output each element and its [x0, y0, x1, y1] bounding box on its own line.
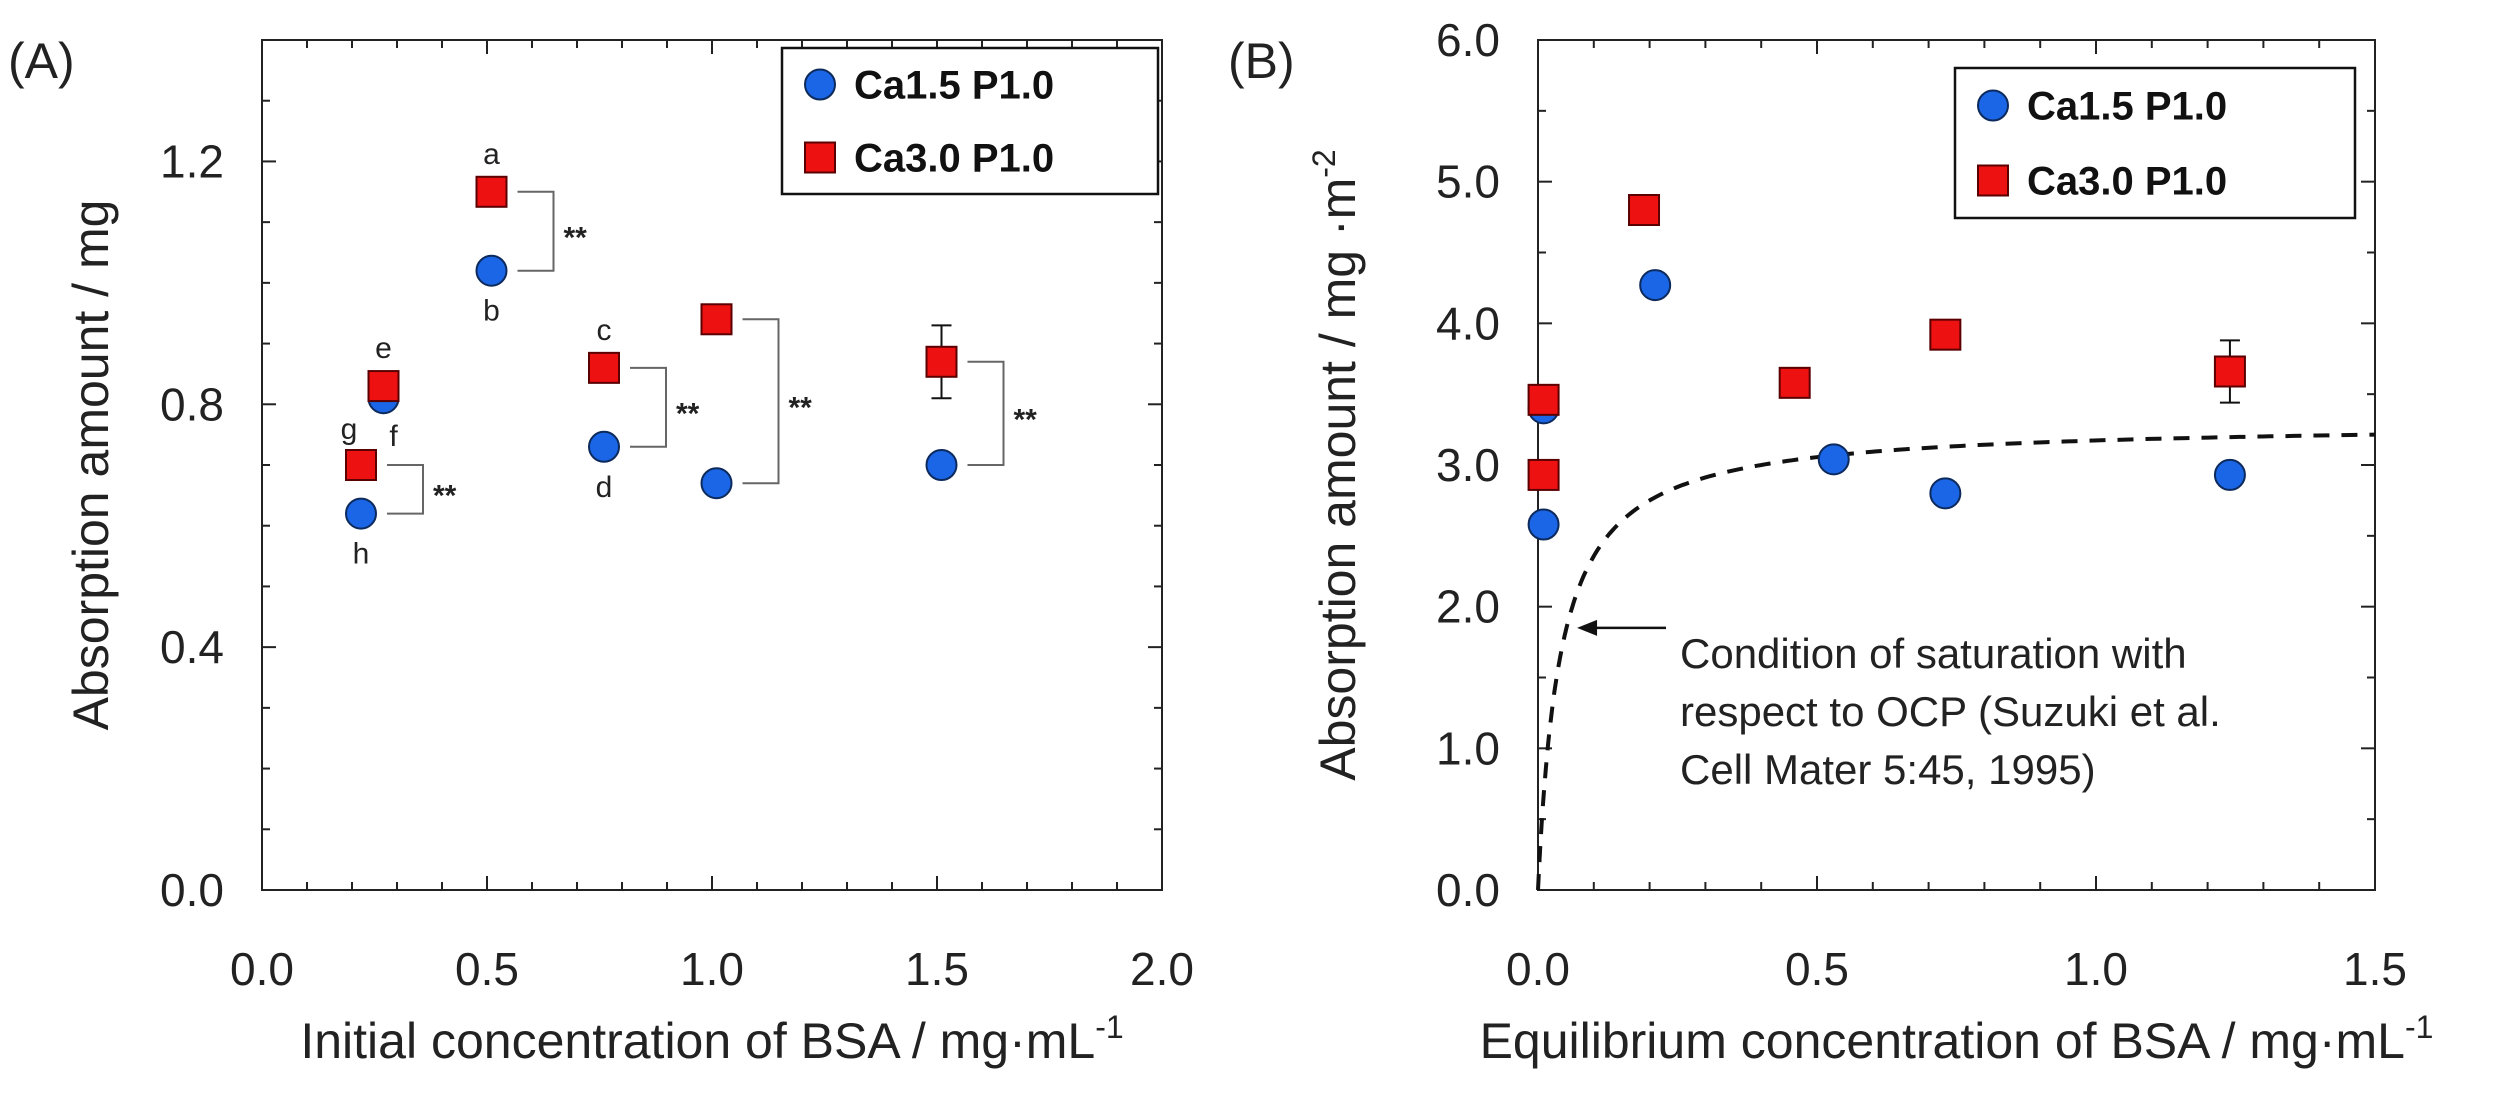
legend-label: Ca1.5 P1.0	[854, 64, 1054, 108]
significance-bracket	[387, 464, 424, 515]
group-letter: c	[597, 314, 612, 347]
data-point-b-ca15-p10	[1527, 508, 1560, 541]
y-tick-label: 6.0	[1436, 14, 1500, 66]
significance-label: **	[789, 391, 813, 424]
y-axis-title-text: Absorption amount / mg	[63, 200, 119, 731]
significance-bracket	[517, 190, 555, 272]
data-point-a-ca15-p10	[588, 430, 620, 463]
panel-a: (A) 0.0 0.5 1.0 1.5 2.0 0.0 0.4 0.8 1.2 Initial co…	[8, 33, 1194, 1069]
group-letter: h	[353, 538, 370, 571]
legend-label: Ca3.0 P1.0	[854, 137, 1054, 181]
y-tick-label: 2.0	[1436, 581, 1500, 633]
y-tick-label: 3.0	[1436, 439, 1500, 491]
group-letter: f	[389, 420, 398, 453]
y-axis-title-text: Absorption amount / mg ·m	[1310, 178, 1366, 781]
legend-marker-circle	[1977, 89, 2009, 122]
significance-label: **	[433, 479, 457, 512]
panel-label: (B)	[1228, 33, 1295, 89]
x-tick-label: 0.5	[455, 943, 519, 995]
saturation-curve	[1536, 432, 2376, 891]
data-point-a-ca15-p10	[475, 254, 508, 287]
y-tick-label: 0.0	[160, 864, 224, 916]
group-letter: d	[596, 471, 613, 504]
x-axis-title: Initial concentration of BSA / mg·mL-1	[300, 1009, 1123, 1069]
data-point-b-ca30-p10	[2213, 355, 2246, 388]
significance-bracket	[967, 360, 1005, 466]
y-tick-label: 0.8	[160, 378, 224, 430]
y-tick-label: 4.0	[1436, 297, 1500, 349]
data-point-a-ca30-p10	[345, 449, 377, 481]
annotation-arrowhead	[1577, 619, 1598, 636]
data-point-a-ca30-p10	[475, 175, 508, 208]
data-point-a-ca15-p10	[925, 449, 958, 481]
data-point-b-ca30-p10	[1527, 383, 1560, 416]
data-point-a-ca30-p10	[367, 370, 400, 403]
annotation-text: respect to OCP (Suzuki et al.	[1680, 688, 2221, 735]
x-tick-label: 0.5	[1785, 943, 1849, 995]
x-tick-label: 0.0	[1506, 943, 1570, 995]
legend-marker-circle	[804, 68, 836, 101]
legend-box	[780, 46, 1160, 196]
y-axis-title: Absorption amount / mg ·m-2	[1306, 149, 1366, 780]
y-tick-label: 1.0	[1436, 722, 1500, 774]
data-point-a-ca15-p10	[345, 497, 377, 530]
data-point-a-ca30-p10	[700, 303, 733, 336]
legend-label: Ca3.0 P1.0	[2027, 160, 2227, 204]
significance-label: **	[564, 221, 588, 254]
data-point-b-ca15-p10	[1929, 477, 1962, 510]
data-point-b-ca30-p10	[1527, 458, 1560, 491]
data-point-b-ca15-p10	[2213, 458, 2246, 491]
x-tick-label: 1.0	[2064, 943, 2128, 995]
panel-label: (A)	[8, 33, 75, 89]
group-letter: b	[483, 295, 500, 328]
data-point-a-ca30-p10	[588, 351, 620, 384]
x-axis-title-text: Initial concentration of BSA / mg·mL	[300, 1013, 1095, 1069]
x-tick-label: 1.5	[2343, 943, 2407, 995]
x-tick-label: 2.0	[1130, 943, 1194, 995]
annotation-text: Cell Mater 5:45, 1995)	[1680, 746, 2096, 793]
panel-b: (B) 0.0 0.5 1.0 1.5 0.0 1.0 2.0 3.0 4.0 5.0 6.0 Equi…	[1228, 14, 2433, 1069]
y-tick-label: 0.0	[1436, 864, 1500, 916]
x-axis-title-superscript: -1	[2405, 1009, 2433, 1045]
y-tick-label: 1.2	[160, 135, 224, 187]
significance-bracket	[630, 366, 667, 448]
y-tick-label: 5.0	[1436, 156, 1500, 208]
legend-label: Ca1.5 P1.0	[2027, 85, 2227, 129]
significance-bracket	[742, 318, 780, 485]
legend-marker-square	[804, 141, 836, 174]
legend-marker-square	[1977, 164, 2009, 197]
group-letter: e	[375, 332, 392, 365]
x-tick-label: 1.5	[905, 943, 969, 995]
y-axis-title-superscript: -2	[1306, 149, 1342, 177]
x-axis-title-superscript: -1	[1095, 1009, 1123, 1045]
data-point-b-ca30-p10	[1628, 194, 1661, 226]
group-letter: a	[483, 138, 500, 171]
group-letter: g	[341, 413, 358, 446]
x-axis-title-text: Equilibrium concentration of BSA / mg·mL	[1480, 1013, 2405, 1069]
significance-label: **	[1014, 403, 1038, 436]
data-point-b-ca30-p10	[1778, 366, 1811, 399]
x-axis-title: Equilibrium concentration of BSA / mg·mL…	[1480, 1009, 2434, 1069]
data-point-a-ca15-p10	[700, 467, 733, 500]
significance-label: **	[676, 397, 700, 430]
data-point-b-ca15-p10	[1817, 443, 1850, 476]
y-tick-label: 0.4	[160, 621, 224, 673]
legend-box	[1953, 66, 2357, 220]
data-point-a-ca30-p10	[925, 345, 958, 378]
data-point-b-ca30-p10	[1929, 318, 1962, 351]
annotation-text: Condition of saturation with	[1680, 630, 2187, 677]
y-axis-title: Absorption amount / mg	[63, 200, 119, 731]
data-point-b-ca15-p10	[1639, 269, 1672, 302]
x-tick-label: 1.0	[680, 943, 744, 995]
x-tick-label: 0.0	[230, 943, 294, 995]
